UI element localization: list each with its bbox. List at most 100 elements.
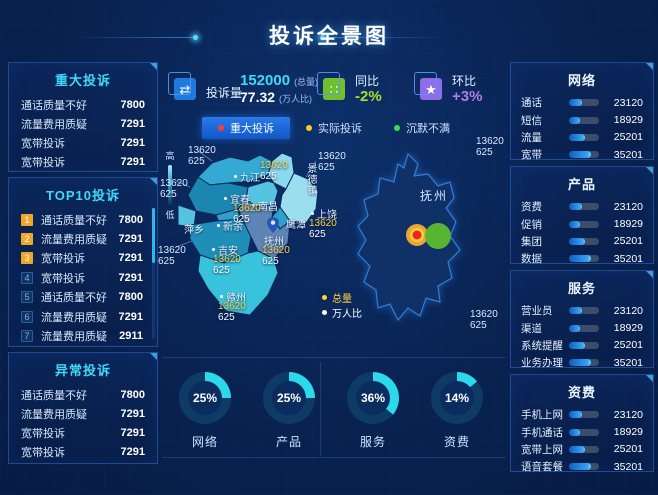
- list-item: 4 宽带投诉 7291: [21, 268, 143, 287]
- total-unit: (总量): [294, 77, 319, 87]
- map-city-marker[interactable]: 上饶: [311, 206, 337, 221]
- rank-badge: 3: [21, 252, 33, 265]
- list-item: 流量费用质疑 7291: [21, 114, 145, 133]
- yoy-value: -2%: [355, 88, 382, 105]
- bar-fill: [569, 255, 591, 263]
- list-item: 宽带投诉 7291: [21, 423, 145, 442]
- city-ratio: 625: [309, 229, 326, 240]
- city-total: 13620: [213, 254, 241, 265]
- panel-tariff: 资费 手机上网 23120 手机通话 18929 宽带上网 25201 语音套餐 352…: [510, 374, 654, 474]
- rank-badge: 5: [21, 291, 33, 304]
- callout-ratio: 625: [476, 147, 493, 158]
- bar-label: 宽带上网: [521, 443, 563, 456]
- map-city-marker[interactable]: 赣州: [220, 289, 246, 304]
- city-dot: [234, 175, 237, 178]
- item-label: 宽带投诉: [21, 427, 65, 440]
- city-values: 13620 625: [233, 203, 261, 225]
- callout-total: 13620: [158, 245, 186, 256]
- bar-fill: [569, 151, 591, 159]
- map-city-marker[interactable]: 九江: [234, 169, 260, 184]
- city-dot: [220, 295, 223, 298]
- yellow-dot-icon: [322, 295, 327, 300]
- region-name: 抚州: [420, 189, 449, 203]
- list-item: 宽带投诉 7291: [21, 133, 145, 152]
- bar-fill: [569, 411, 582, 419]
- map-district-shangrao[interactable]: [279, 172, 319, 224]
- panel-major-complaints: 重大投诉 通话质量不好 7800 流量费用质疑 7291 宽带投诉 7291 宽带投诉…: [8, 62, 158, 172]
- bar-track: [569, 99, 599, 107]
- bar-value: 25201: [613, 339, 643, 352]
- callout-total: 13620: [470, 309, 498, 320]
- bar-track: [569, 324, 599, 332]
- white-dot-icon: [322, 310, 327, 315]
- bar-track: [569, 255, 599, 263]
- high-label: 高: [165, 151, 175, 161]
- bar-track: [569, 237, 599, 245]
- bar-value: 35201: [613, 148, 643, 161]
- scrollbar-thumb[interactable]: [152, 208, 155, 263]
- tab-silent-dissatisfied[interactable]: 沉默不满: [378, 117, 466, 139]
- map-city-marker[interactable]: 南昌: [252, 198, 278, 213]
- bar-row: 促销 18929: [521, 215, 643, 232]
- donut-percent: 25%: [276, 391, 302, 405]
- item-label: 宽带投诉: [41, 272, 85, 285]
- city-total: 13620: [218, 301, 246, 312]
- bar-fill: [569, 341, 585, 349]
- map-district-ganzhou[interactable]: [197, 250, 279, 316]
- bar-row: 短信 18929: [521, 111, 643, 128]
- map-city-marker[interactable]: 新余: [217, 218, 243, 233]
- map-callout: 13620 625: [470, 309, 498, 331]
- city-name: 赣州: [226, 293, 246, 304]
- city-values: 13620 625: [218, 301, 246, 323]
- bar-row: 集团 25201: [521, 233, 643, 250]
- map-city-marker[interactable]: 景德镇: [303, 163, 318, 196]
- bar-label: 语音套餐: [521, 461, 563, 474]
- city-total: 13620: [262, 245, 290, 256]
- rank-badge: 6: [21, 310, 33, 323]
- map-city-marker[interactable]: 宜春: [224, 191, 250, 206]
- bar-label: 手机通话: [521, 426, 563, 439]
- tab-label: 实际投诉: [318, 123, 362, 135]
- list-item: 通话质量不好 7800: [21, 95, 145, 114]
- complaint-type-tabs: 重大投诉 实际投诉 沉默不满: [202, 117, 466, 139]
- list-item: 6 流量费用质疑 7291: [21, 307, 143, 326]
- bar-label: 系统提醒: [521, 339, 563, 352]
- page-title: 投诉全景图: [269, 25, 389, 48]
- list-item: 5 通话质量不好 7800: [21, 288, 143, 307]
- scrollbar-track[interactable]: [152, 208, 155, 338]
- tab-label: 重大投诉: [230, 123, 274, 135]
- donut-tariff: 14% 资费: [415, 372, 499, 450]
- header-line-right: [320, 35, 448, 40]
- city-name: 九江: [240, 173, 260, 184]
- list-item: 宽带投诉 7291: [21, 442, 145, 461]
- callout-ratio: 625: [188, 156, 205, 167]
- bar-label: 集团: [521, 235, 542, 248]
- tab-actual-complaints[interactable]: 实际投诉: [290, 117, 378, 139]
- bar-row: 数据 35201: [521, 250, 643, 267]
- city-name: 新余: [223, 222, 243, 233]
- city-total: 13620: [233, 203, 261, 214]
- map-city-marker[interactable]: 萍乡: [184, 221, 204, 236]
- callout-lines: [175, 150, 317, 248]
- bar-value: 25201: [613, 235, 643, 248]
- legend-label: 万人比: [332, 309, 362, 320]
- map-city-marker-selected[interactable]: 抚州: [264, 233, 284, 248]
- donut-service: 36% 服务: [331, 372, 415, 450]
- item-value: 7291: [118, 233, 143, 246]
- bar-label: 通话: [521, 97, 542, 110]
- bar-track: [569, 307, 599, 315]
- map-city-marker[interactable]: 吉安: [212, 242, 238, 257]
- map-city-marker[interactable]: 鹰潭: [286, 216, 306, 231]
- bar-value: 23120: [613, 304, 643, 317]
- bar-row: 流量 25201: [521, 129, 643, 146]
- tab-major-complaints[interactable]: 重大投诉: [202, 117, 290, 139]
- bar-row: 营业员 23120: [521, 302, 643, 319]
- city-name: 上饶: [317, 210, 337, 221]
- panel-title: 资费: [567, 385, 596, 400]
- red-dot-icon: [218, 125, 224, 131]
- bar-fill: [569, 203, 582, 211]
- grid-dots-glyph: ∷: [329, 81, 339, 97]
- city-name: 宜春: [230, 195, 250, 206]
- item-value: 2911: [119, 330, 143, 343]
- map-district-fuzhou[interactable]: [237, 198, 291, 260]
